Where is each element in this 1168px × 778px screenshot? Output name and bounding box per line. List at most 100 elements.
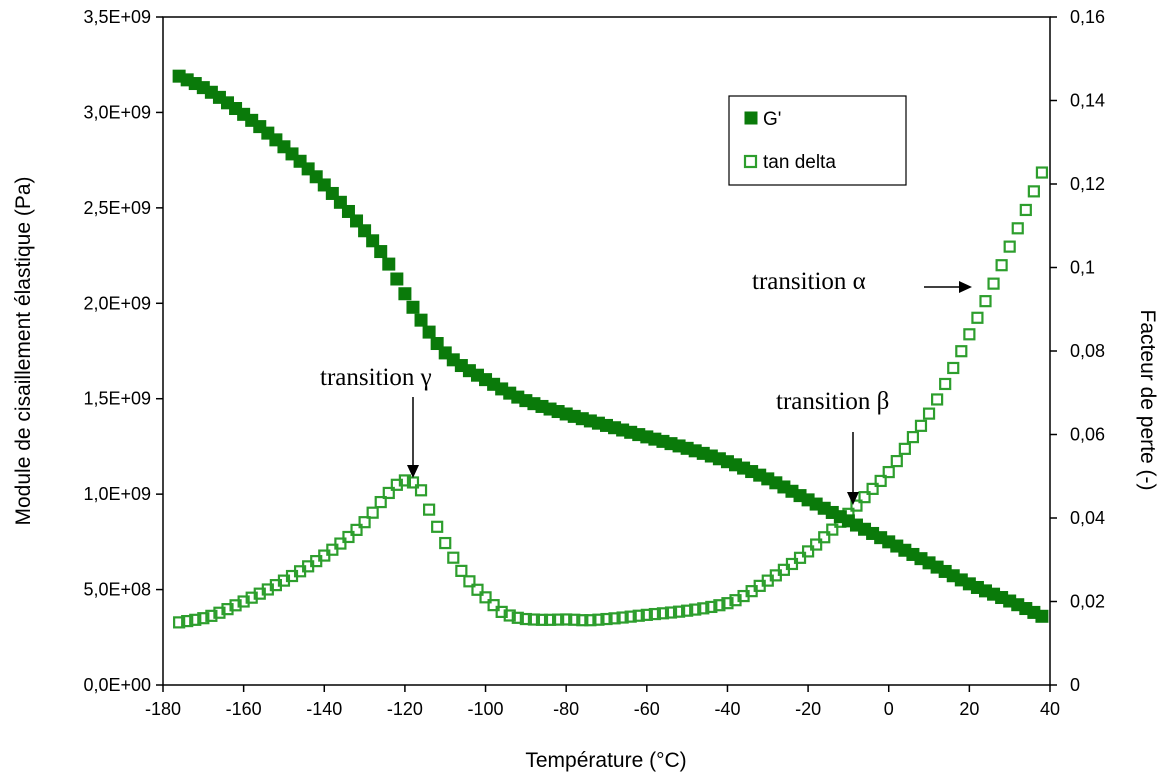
data-point [423,503,436,516]
x-tick-label: -60 [634,699,660,719]
annotation-beta: transition β [776,388,889,505]
x-tick-label: -20 [795,699,821,719]
data-point [455,564,468,577]
annotation-alpha-arrowhead [959,281,972,293]
data-point [422,325,436,339]
data-point [874,474,887,488]
data-point [1019,203,1032,217]
y-tick-label: 3,5E+09 [83,7,151,27]
data-point [390,272,404,286]
data-point [955,345,968,358]
data-point [568,613,581,626]
data-point [431,520,444,533]
data-point [527,613,541,626]
x-axis-title: Température (°C) [525,749,686,772]
data-point [632,609,645,622]
data-point [793,551,807,564]
data-point [616,611,629,624]
x-axis: -180 -160 -140 -120 -100 -80 -60 -40 -20 0 20 40 [145,685,1060,719]
data-point [366,506,379,519]
data-point [898,442,911,455]
data-point [818,531,831,544]
annotation-beta-label: transition β [776,388,889,415]
data-point [463,575,476,588]
data-point [197,612,210,625]
data-point [535,613,549,626]
data-point [350,523,363,536]
data-point [914,419,928,432]
y-axis-right: 0 0,02 0,04 0,06 0,08 0,1 0,12 0,14 0,16 [1050,7,1105,695]
legend-label-tan-delta: tan delta [763,152,836,173]
data-point [600,612,613,626]
y2-tick-label: 0,02 [1070,592,1105,612]
data-point [374,495,387,509]
data-point [439,536,452,550]
data-point [584,614,597,627]
x-tick-label: -40 [714,699,740,719]
data-point [181,614,194,628]
data-point [656,607,670,620]
data-point [939,377,952,391]
data-point [406,300,420,314]
y-tick-label: 5,0E+08 [83,580,151,600]
data-point [552,613,565,626]
data-point [890,454,903,468]
y2-tick-label: 0,08 [1070,341,1105,361]
y-axis-right-title: Facteur de perte (-) [1136,310,1159,491]
x-tick-label: 0 [884,699,894,719]
data-point [648,607,661,621]
data-point [221,603,234,616]
data-point [697,602,710,615]
legend-box [728,95,907,186]
data-point [810,538,823,551]
x-tick-label: -100 [468,699,504,719]
data-point [592,613,605,626]
data-point [576,614,589,627]
data-point [866,482,879,495]
data-point [495,605,508,618]
data-point [350,214,364,228]
data-point [189,613,202,626]
y-tick-label: 0,0E+00 [83,675,151,695]
data-point [850,499,863,512]
data-point [640,608,653,621]
data-point [374,245,388,259]
y-axis-left: 0,0E+00 5,0E+08 1,0E+09 1,5E+09 2,0E+09 2,5E+… [83,7,163,695]
data-point [342,530,355,544]
data-point [1011,222,1024,235]
y-tick-label: 1,5E+09 [83,389,151,409]
data-point [414,313,428,327]
data-point [705,600,718,614]
data-point [608,612,621,625]
annotation-gamma-label: transition γ [320,364,432,391]
data-point [721,597,734,610]
legend: G' tan delta [728,95,907,186]
y2-tick-label: 0,04 [1070,508,1105,528]
data-point [979,295,992,308]
y2-tick-label: 0,12 [1070,174,1105,194]
y-tick-label: 2,0E+09 [83,293,151,313]
data-point [713,599,726,612]
data-point [1027,185,1040,198]
data-point [624,610,637,623]
x-tick-label: -80 [553,699,579,719]
x-tick-label: -140 [306,699,342,719]
series-layer [172,69,1049,629]
data-point [1035,166,1049,179]
data-point [414,484,428,497]
data-point [906,431,920,444]
data-point [447,551,460,564]
y2-tick-label: 0,1 [1070,258,1095,278]
data-point [398,287,412,301]
data-point [229,599,242,612]
data-point [1035,609,1049,623]
data-point [882,465,895,479]
data-point [237,595,250,608]
data-point [398,474,412,487]
data-point [826,523,839,536]
annotation-gamma-arrowhead [407,465,419,478]
data-point [543,613,557,626]
x-tick-label: 40 [1040,699,1060,719]
y2-tick-label: 0,16 [1070,7,1105,27]
x-tick-label: 20 [959,699,979,719]
